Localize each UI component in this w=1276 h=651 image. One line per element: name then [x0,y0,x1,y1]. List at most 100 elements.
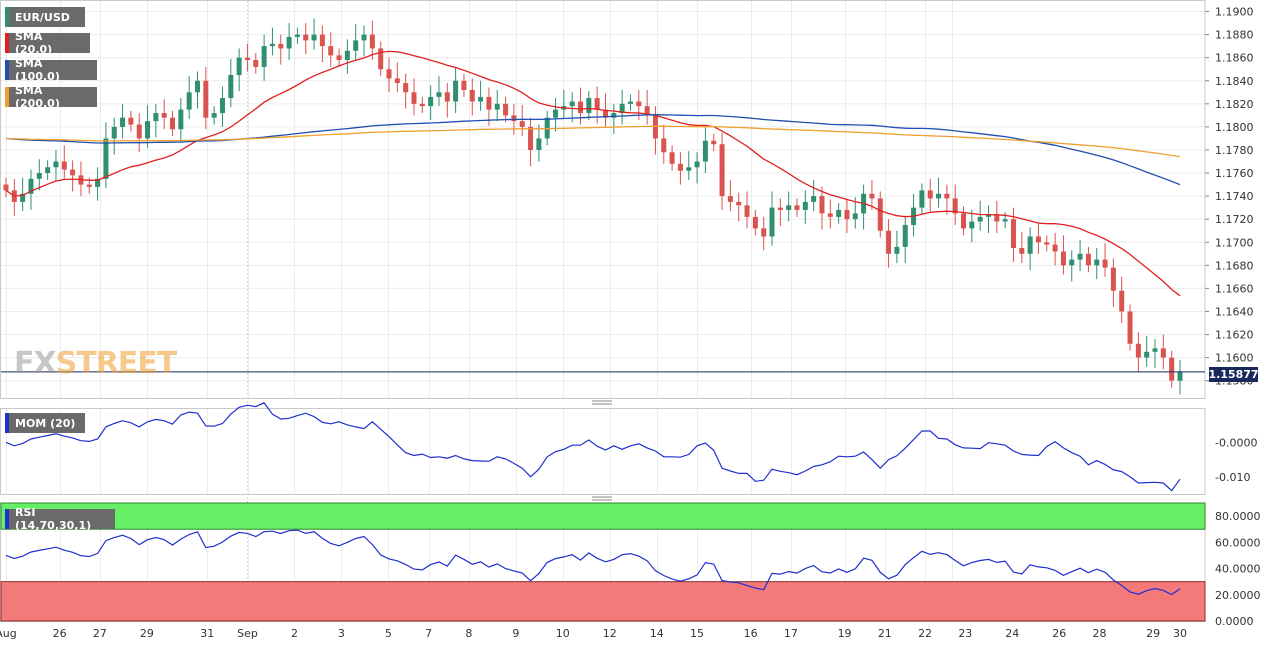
candle-body [386,69,392,79]
legend-swatch [5,87,9,107]
candle-body [1102,259,1108,268]
x-tick-label: Aug [0,627,17,640]
candle-body [519,121,525,127]
y-tick-label: 1.1780 [1215,144,1254,157]
y-tick-label: 1.1840 [1215,75,1254,88]
candle-body [528,126,534,150]
x-tick-label: 29 [140,627,154,640]
candle-body [977,216,983,222]
x-tick-label: 30 [1173,627,1187,640]
candle-body [661,138,667,153]
candle-body [819,196,825,214]
candle-body [494,103,500,110]
legend-sma20[interactable]: SMA (20,0) [5,30,90,56]
candle-body [644,106,650,116]
candle-body [428,96,434,107]
candle-body [311,34,317,41]
candle-body [686,167,692,171]
candle-body [702,140,708,162]
candle-body [486,96,492,110]
candle-body [877,198,883,231]
candle-body [136,124,142,139]
candle-body [153,113,159,122]
candle-body [994,214,1000,222]
rsi-line [5,529,1181,596]
x-tick-label: 2 [291,627,298,640]
candle-body [1119,290,1125,312]
x-tick-label: 14 [650,627,664,640]
candle-body [1019,248,1025,254]
candle-body [727,196,733,202]
legend-sma200[interactable]: SMA (200,0) [5,84,97,110]
candle-body [303,34,309,41]
candle-body [195,80,201,93]
x-tick-label: 8 [465,627,472,640]
momentum-panel [0,408,1206,495]
x-tick-label: 31 [200,627,214,640]
candle-body [894,246,900,254]
candle-body [103,138,109,179]
candle-body [145,121,151,139]
legend-mom[interactable]: MOM (20) [5,413,85,433]
y-tick-label: 1.1620 [1215,329,1254,342]
candle-body [1177,371,1183,381]
candle-body [128,117,134,125]
x-tick-label: 24 [1005,627,1019,640]
candle-body [411,92,417,104]
x-tick-label: 16 [744,627,758,640]
candle-body [961,213,967,229]
candle-body [161,113,167,118]
sma-20-line [5,50,1181,297]
candle-body [219,98,225,114]
legend-sma100[interactable]: SMA (100,0) [5,57,97,83]
y-tick-label: 1.1820 [1215,98,1254,111]
candle-body [211,113,217,118]
candle-body [569,101,575,107]
candle-body [436,92,442,97]
candle-body [278,43,284,49]
x-tick-label: 26 [1052,627,1066,640]
candle-body [361,34,367,41]
candle-body [852,213,858,220]
legend-eurusd[interactable]: EUR/USD [5,7,85,27]
candle-body [178,109,184,130]
candle-body [1085,253,1091,266]
candle-body [186,92,192,110]
candle-body [594,98,600,110]
candle-body [511,115,517,122]
candle-body [95,178,101,187]
candle-body [1135,343,1141,358]
candle-body [1077,253,1083,260]
mom-tick-label: -0.010 [1215,471,1250,484]
candle-body [761,228,767,237]
candle-body [985,214,991,217]
candle-body [927,190,933,199]
y-tick-label: 1.1880 [1215,29,1254,42]
rsi-tick-label: 60.0000 [1215,536,1261,549]
legend-rsi[interactable]: RSI (14,70,30,1) [5,506,115,532]
candle-body [236,57,242,75]
x-tick-label: 22 [918,627,932,640]
price-panel [0,0,1206,399]
x-tick-label: 21 [878,627,892,640]
candle-body [578,101,584,114]
y-tick-label: 1.1860 [1215,52,1254,65]
candle-body [719,144,725,197]
candle-body [20,193,26,202]
rsi-tick-label: 20.0000 [1215,589,1261,602]
y-tick-label: 1.1600 [1215,352,1254,365]
candle-body [586,98,592,114]
candle-body [1160,348,1166,358]
candle-body [111,126,117,139]
candle-body [536,138,542,150]
candle-body [1110,267,1116,291]
candle-body [1169,357,1175,381]
candle-body [228,74,234,99]
candle-body [694,161,700,168]
candle-body [736,201,742,206]
x-tick-label: 23 [958,627,972,640]
candle-body [336,55,342,60]
x-tick-label: 29 [1146,627,1160,640]
candle-body [944,193,950,199]
